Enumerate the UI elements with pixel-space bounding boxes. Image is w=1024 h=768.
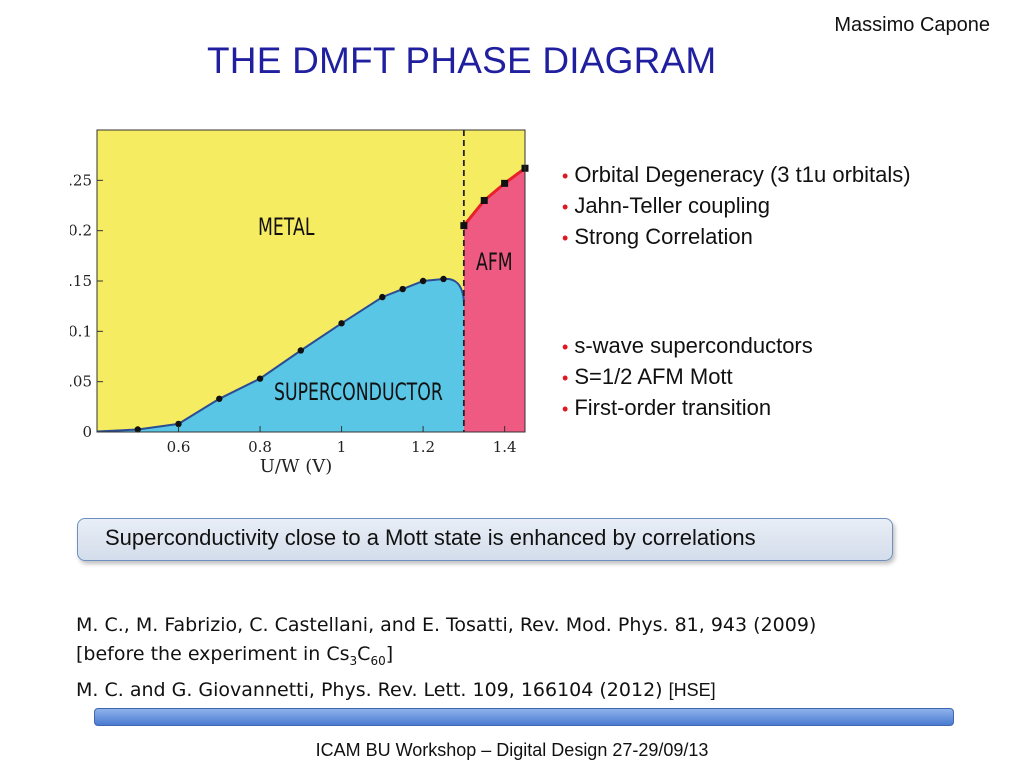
- data-point-afm: [480, 196, 488, 204]
- callout-box: Superconductivity close to a Mott state …: [77, 518, 893, 561]
- superconductor-label: SUPERCONDUCTOR: [274, 378, 443, 406]
- x-tick-label: 0.8: [248, 438, 272, 456]
- list-item: • s-wave superconductors: [562, 333, 813, 358]
- slide-title: THE DMFT PHASE DIAGRAM: [207, 40, 717, 81]
- reference-line: [before the experiment in Cs3C60]: [76, 643, 394, 668]
- bullet-dot-icon: •: [562, 337, 569, 357]
- data-point-sc: [338, 320, 345, 327]
- afm-boundary-line: [462, 167, 526, 227]
- list-item: • Orbital Degeneracy (3 t1u orbitals): [562, 162, 911, 187]
- x-tick-label: 1.2: [411, 438, 435, 456]
- y-tick-label: 0.25: [70, 171, 92, 189]
- data-point-sc: [297, 347, 305, 354]
- metal-label: METAL: [258, 213, 315, 241]
- x-axis-label: U/W (V): [260, 456, 333, 477]
- data-point-sc: [256, 375, 264, 382]
- data-point-sc: [216, 395, 223, 402]
- y-tick-label: 0: [82, 423, 92, 441]
- y-tick-label: 0.2: [70, 222, 92, 240]
- bullet-dot-icon: •: [562, 399, 569, 419]
- y-tick-label: 0.1: [70, 322, 92, 340]
- references: M. C., M. Fabrizio, C. Castellani, and E…: [76, 611, 816, 705]
- y-tick-label: 0.15: [70, 272, 92, 290]
- bullet-list-results: • s-wave superconductors • S=1/2 AFM Mott …: [562, 331, 813, 424]
- bullet-dot-icon: •: [562, 368, 569, 388]
- data-point-sc: [379, 293, 386, 301]
- afm-region: [463, 168, 525, 433]
- bullet-dot-icon: •: [562, 197, 569, 217]
- footer-divider-bar: [94, 708, 954, 726]
- data-point-sc: [440, 275, 447, 283]
- x-tick-label: 0.6: [167, 438, 191, 456]
- x-tick-label: 1.4: [493, 438, 517, 456]
- x-tick-label: 1: [337, 438, 347, 456]
- data-point-sc: [399, 285, 406, 293]
- data-point-sc: [134, 426, 141, 433]
- bullet-dot-icon: •: [562, 228, 569, 248]
- afm-label: AFM: [476, 248, 513, 276]
- data-point-sc: [175, 420, 182, 428]
- footer-text: ICAM BU Workshop – Digital Design 27-29/…: [315, 740, 709, 760]
- bullet-list-model: • Orbital Degeneracy (3 t1u orbitals) • Ja…: [562, 160, 911, 253]
- y-tick-label: 0.05: [70, 373, 92, 391]
- bullet-dot-icon: •: [562, 166, 569, 186]
- data-point-sc: [419, 277, 427, 285]
- callout-text: Superconductivity close to a Mott state …: [105, 525, 756, 550]
- list-item: • First-order transition: [562, 395, 772, 420]
- list-item: • Strong Correlation: [562, 224, 753, 249]
- data-point-afm: [460, 222, 468, 230]
- data-point-afm: [501, 179, 509, 187]
- phase-diagram-chart: METAL SUPERCONDUCTOR AFM 0 0.05 0.1 0.15 0.2 0.2…: [70, 129, 529, 477]
- superconductor-region: [97, 278, 464, 432]
- list-item: • Jahn-Teller coupling: [562, 193, 770, 218]
- author-name: Massimo Capone: [834, 14, 990, 36]
- reference-line: M. C. and G. Giovannetti, Phys. Rev. Let…: [76, 678, 716, 701]
- list-item: • S=1/2 AFM Mott: [562, 364, 733, 389]
- reference-line: M. C., M. Fabrizio, C. Castellani, and E…: [76, 614, 817, 636]
